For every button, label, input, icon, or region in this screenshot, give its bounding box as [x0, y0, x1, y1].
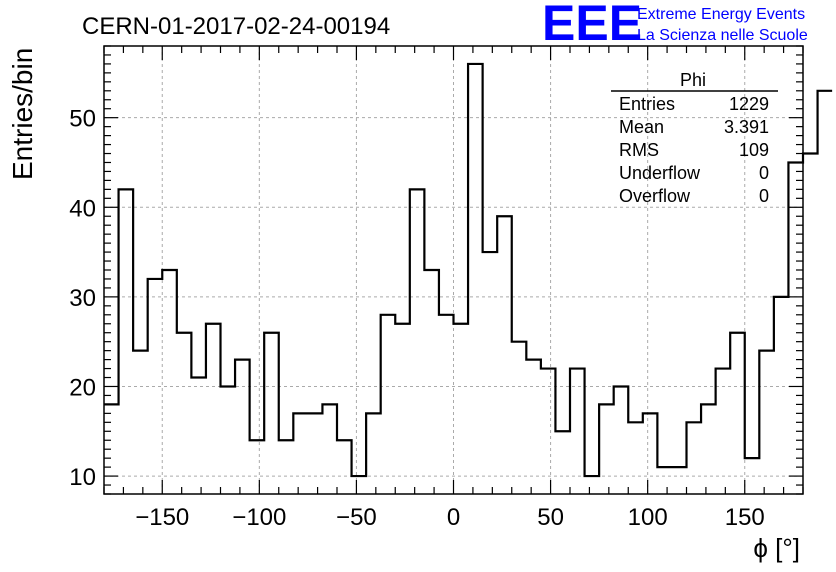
x-tick-label: 100 [628, 504, 668, 531]
histogram-bin [730, 333, 745, 494]
histogram-bin [803, 154, 818, 494]
histogram-bin [191, 378, 206, 494]
histogram-bin [818, 91, 833, 494]
eee-logo-mark: EEE [542, 0, 642, 51]
stats-title: Phi [680, 70, 706, 90]
y-tick-label: 10 [69, 464, 96, 491]
histogram-bin [439, 315, 454, 494]
histogram-bin [264, 333, 279, 494]
histogram-bin [177, 333, 192, 494]
histogram-bin [148, 279, 163, 494]
histogram-bin [250, 440, 265, 494]
y-axis-label: Entries/bin [7, 48, 38, 180]
histogram-bin [352, 476, 367, 494]
histogram-bin [308, 413, 323, 494]
histogram-bin [468, 64, 483, 494]
y-axis-ticks: 10 20 30 40 50 [69, 45, 803, 495]
histogram-bin [221, 386, 236, 494]
histogram-bin [716, 369, 731, 494]
stats-row-value: 0 [759, 163, 769, 183]
stats-row-value: 109 [739, 140, 769, 160]
x-tick-label: −50 [336, 504, 377, 531]
histogram-bin [322, 404, 337, 494]
histogram-bin [454, 324, 469, 494]
histogram-bin [410, 189, 425, 494]
histogram-bin [395, 324, 410, 494]
x-tick-label: 0 [447, 504, 460, 531]
histogram-outline [104, 62, 833, 478]
histogram-bin [526, 360, 541, 494]
histogram-bin [657, 467, 672, 494]
grid-lines [104, 46, 803, 494]
histogram-bin [293, 413, 308, 494]
histogram-bin [512, 342, 527, 494]
histogram-bin [366, 413, 381, 494]
stats-row-label: Entries [619, 94, 675, 114]
chart-title: CERN-01-2017-02-24-00194 [82, 13, 390, 40]
histogram-bin [206, 324, 221, 494]
histogram-bin [119, 189, 134, 494]
eee-logo-line1: Extreme Energy Events [637, 6, 805, 23]
histogram-bin [774, 297, 789, 494]
histogram-bin [381, 315, 396, 494]
histogram-bin [497, 216, 512, 494]
histogram-bin [555, 431, 570, 494]
stats-row-label: Underflow [619, 163, 701, 183]
x-tick-label: −150 [135, 504, 189, 531]
histogram-bin [628, 422, 643, 494]
histogram-bin [235, 360, 250, 494]
histogram-bin [162, 270, 177, 494]
x-axis-ticks: −150 −100 −50 0 50 100 150 [103, 46, 804, 531]
stats-row-value: 3.391 [724, 117, 769, 137]
histogram-bin [424, 270, 439, 494]
histogram-bin [133, 351, 148, 494]
histogram-bin [614, 386, 629, 494]
y-tick-label: 30 [69, 285, 96, 312]
stats-row-value: 1229 [729, 94, 769, 114]
histogram-bin [745, 458, 760, 494]
x-tick-label: 150 [725, 504, 765, 531]
stats-row-label: Mean [619, 117, 664, 137]
stats-row-label: RMS [619, 140, 659, 160]
histogram-bin [701, 404, 716, 494]
x-axis-label: ϕ [°] [753, 533, 800, 563]
stats-row-value: 0 [759, 186, 769, 206]
histogram-bin [483, 252, 498, 494]
histogram-series [104, 62, 833, 494]
histogram-bin [337, 440, 352, 494]
x-tick-label: 50 [537, 504, 564, 531]
histogram-bin [643, 413, 658, 494]
histogram-bin [788, 162, 803, 494]
y-tick-label: 20 [69, 374, 96, 401]
histogram-bin [570, 369, 585, 494]
histogram-bin [541, 369, 556, 494]
histogram-bin [279, 440, 294, 494]
histogram-bin [672, 467, 687, 494]
stats-box: Phi Entries 1229 Mean 3.391 RMS 109 Underflow 0… [611, 70, 778, 206]
y-tick-label: 40 [69, 195, 96, 222]
histogram-bin [687, 422, 702, 494]
histogram-bin [599, 404, 614, 494]
histogram-bin [585, 476, 600, 494]
eee-logo: EEE Extreme Energy Events La Scienza nel… [542, 0, 808, 51]
histogram-bin [759, 351, 774, 494]
x-tick-label: −100 [232, 504, 286, 531]
stats-row-label: Overflow [619, 186, 691, 206]
stats-rows: Entries 1229 Mean 3.391 RMS 109 Underflow 0 Over… [619, 94, 769, 206]
y-tick-label: 50 [69, 106, 96, 133]
eee-logo-line2: La Scienza nelle Scuole [637, 27, 808, 44]
